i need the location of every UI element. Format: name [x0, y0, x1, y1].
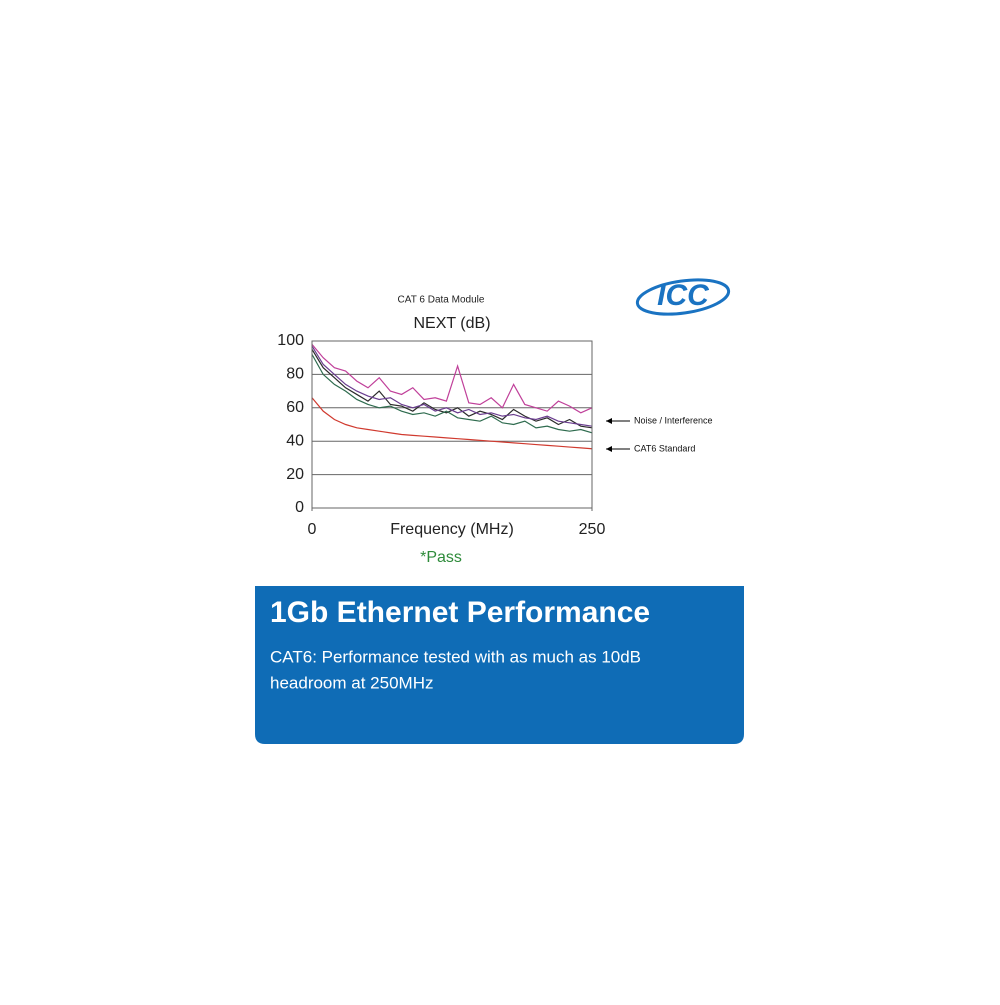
annotation: Noise / Interference	[634, 415, 713, 425]
series-line	[311, 343, 593, 414]
y-tick-label: 60	[286, 399, 304, 416]
series-line	[311, 397, 593, 450]
chart-title: CAT 6 Data Module	[398, 295, 485, 306]
y-tick-label: 40	[286, 432, 304, 449]
logo-text: ICC	[657, 279, 710, 312]
banner	[255, 586, 744, 744]
y-tick-label: 20	[286, 466, 304, 483]
y-tick-label: 100	[277, 332, 304, 349]
series-line	[311, 354, 593, 434]
banner-body: CAT6: Performance tested with as much as…	[270, 647, 641, 666]
note: *Pass	[420, 549, 462, 566]
plot	[311, 340, 593, 511]
chart-subtitle: NEXT (dB)	[413, 315, 490, 332]
annotation-arrowhead	[606, 446, 612, 452]
y-tick-label: 80	[286, 366, 304, 383]
series-line	[311, 349, 593, 429]
logo-swoosh	[635, 278, 731, 316]
annotation-arrowhead	[606, 418, 612, 424]
series-line	[311, 345, 593, 427]
x-tick-label: 0	[308, 521, 317, 538]
x-axis-label: Frequency (MHz)	[390, 521, 514, 538]
annotation: CAT6 Standard	[634, 443, 695, 453]
y-tick-label: 0	[295, 499, 304, 516]
plot-border	[311, 340, 593, 509]
banner-heading: 1Gb Ethernet Performance	[270, 596, 650, 629]
x-tick-label: 250	[579, 521, 606, 538]
logo: ICC	[635, 278, 731, 316]
banner-body: headroom at 250MHz	[270, 673, 433, 692]
